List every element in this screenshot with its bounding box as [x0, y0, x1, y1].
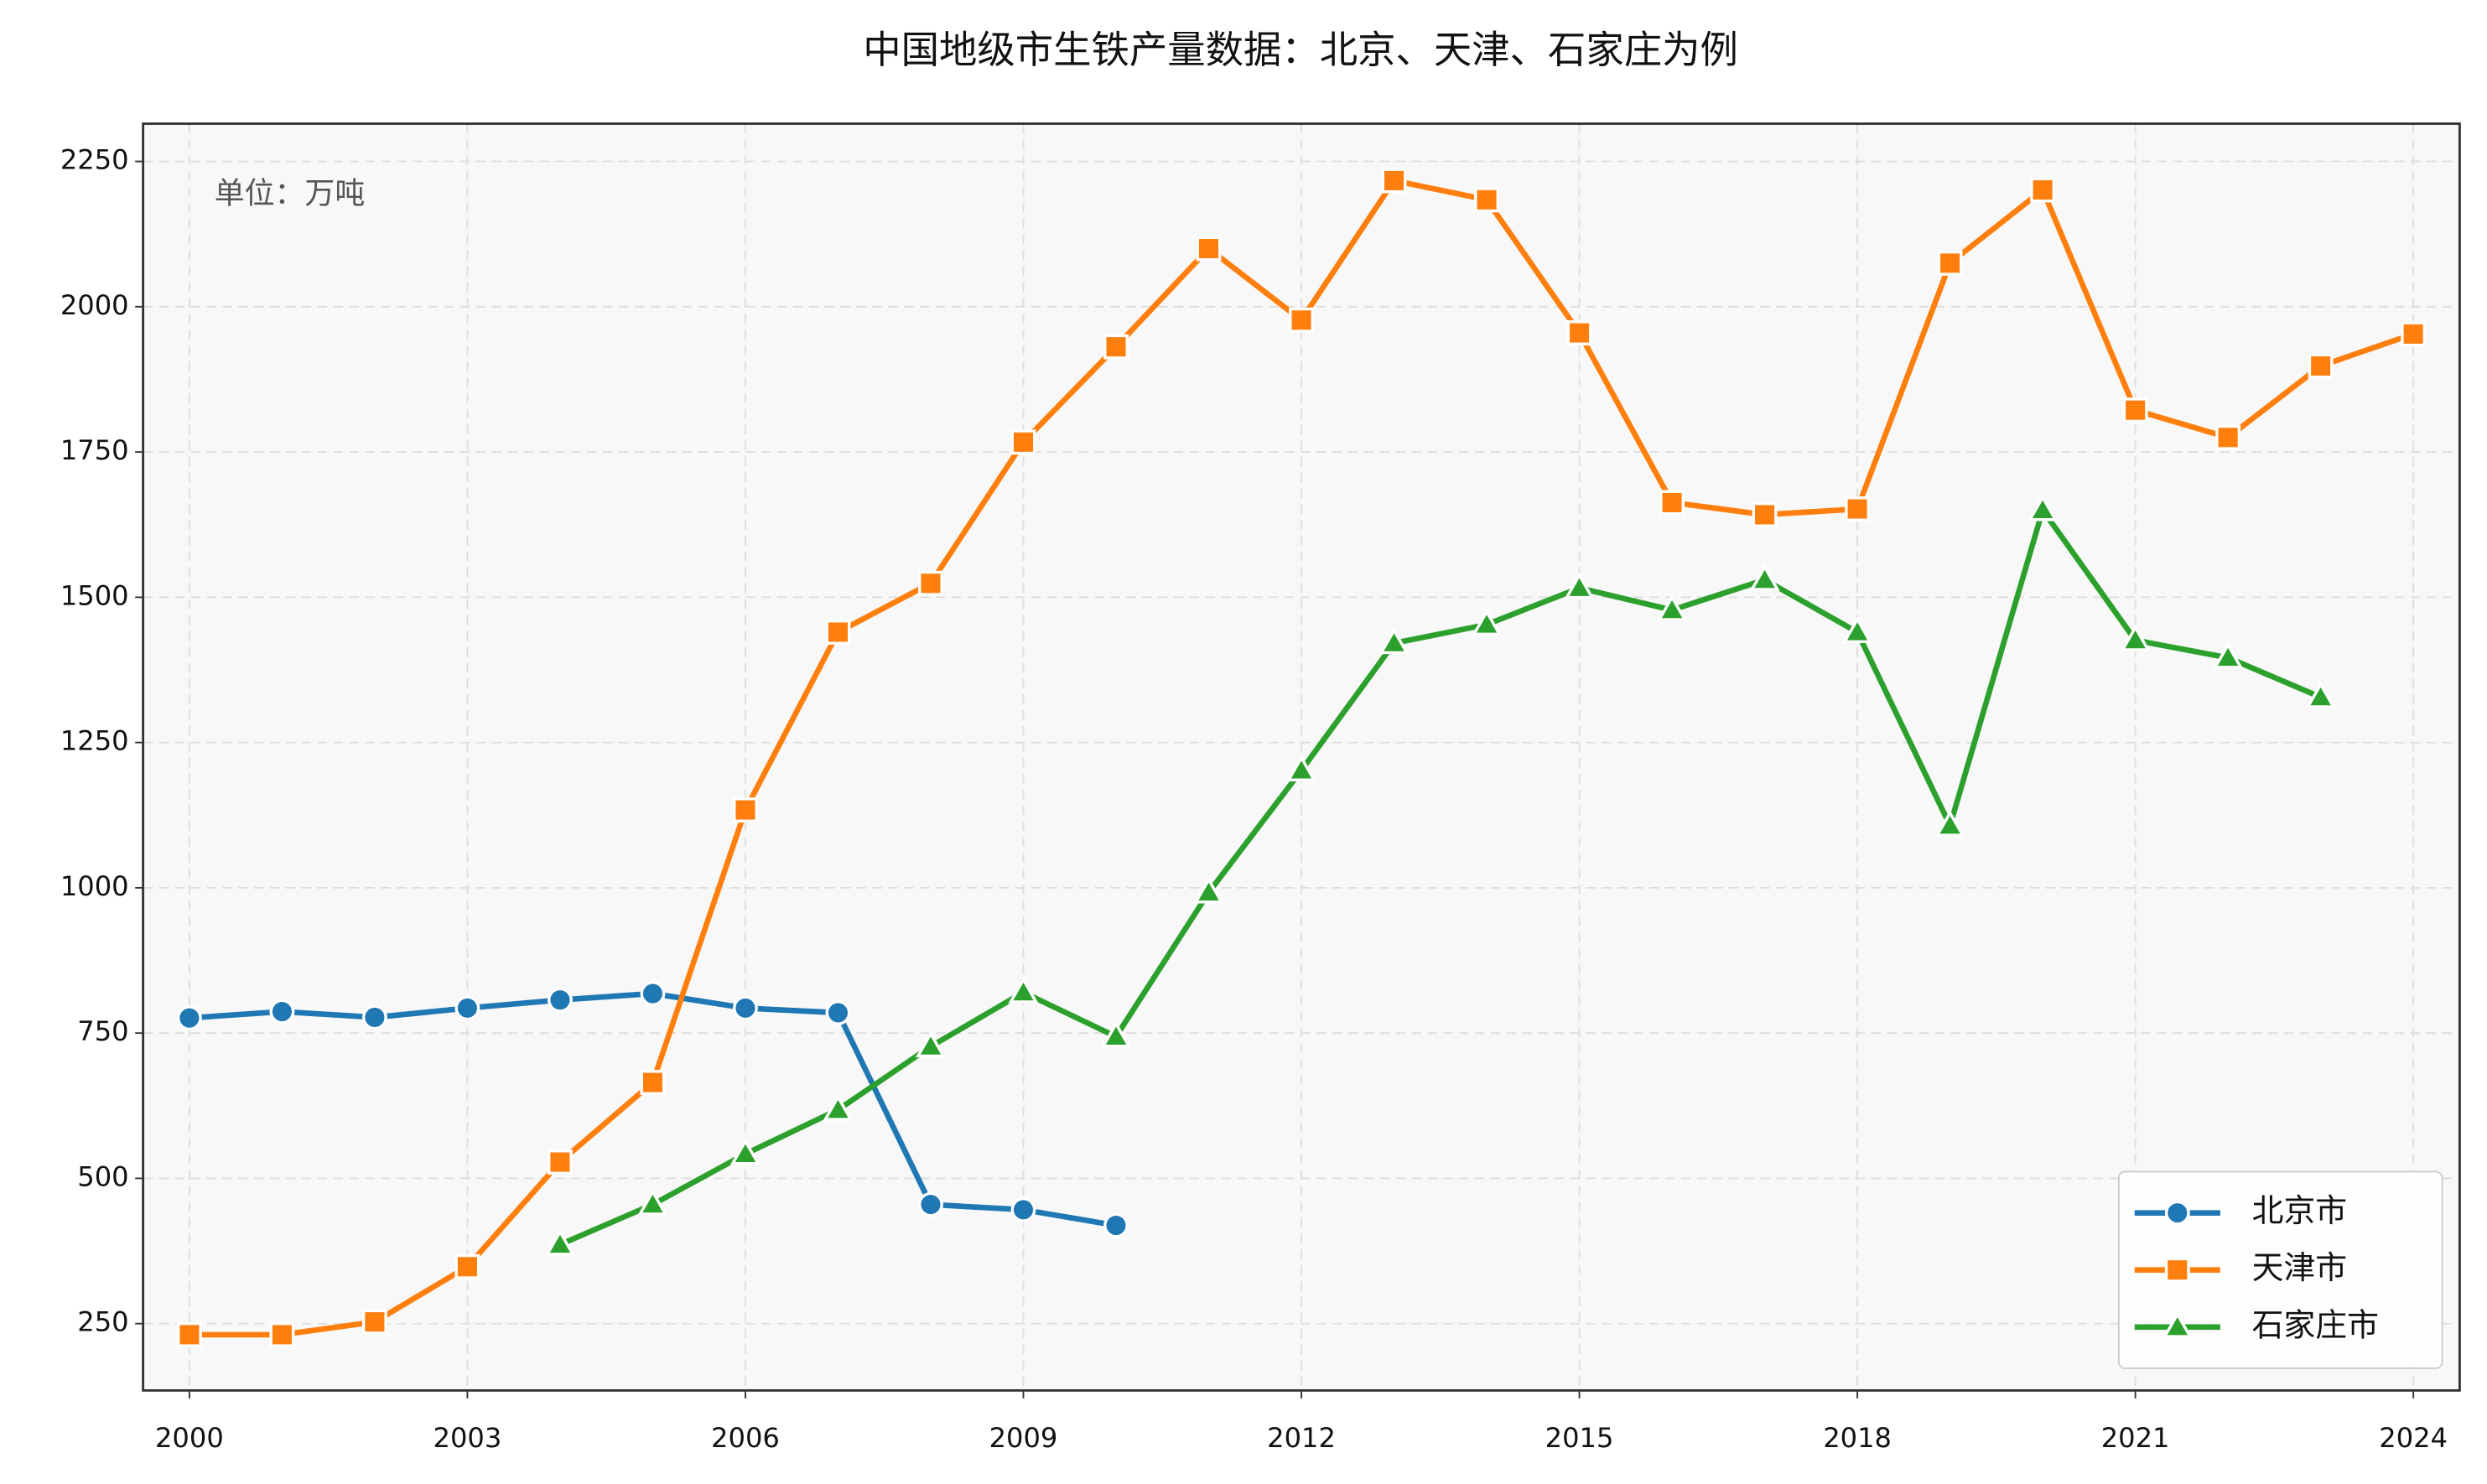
marker	[1100, 1020, 1132, 1048]
legend-label: 北京市	[2252, 1192, 2347, 1229]
marker	[1564, 572, 1595, 599]
x-tick-label: 2024	[2379, 1422, 2448, 1454]
y-tick-label: 1750	[60, 434, 129, 466]
marker	[1474, 187, 1499, 213]
marker	[1008, 977, 1039, 1004]
marker	[825, 999, 851, 1025]
marker	[544, 1228, 575, 1256]
marker	[176, 1005, 202, 1031]
marker	[1196, 236, 1222, 262]
series	[176, 168, 2427, 1347]
x-tick-label: 2006	[711, 1422, 780, 1454]
marker	[2030, 177, 2056, 203]
y-tick-label: 1000	[60, 870, 129, 902]
marker	[1010, 429, 1036, 455]
marker	[547, 987, 573, 1013]
marker	[176, 1321, 202, 1347]
x-tick-label: 2009	[989, 1422, 1058, 1454]
marker	[1381, 168, 1407, 194]
marker	[1749, 564, 1780, 591]
marker	[2213, 641, 2244, 669]
grid: 250 500 750 1000 1250 1500 1750 2000 2250 2000 200…	[60, 123, 2460, 1454]
marker	[1289, 307, 1314, 333]
marker	[269, 1321, 295, 1347]
plot-frame	[142, 122, 2461, 1392]
marker	[361, 1004, 387, 1030]
y-tick-label: 1250	[60, 725, 129, 757]
marker	[1842, 616, 1873, 643]
marker	[2401, 321, 2427, 347]
lines	[176, 168, 2427, 1347]
marker	[1566, 320, 1592, 345]
marker	[1103, 1212, 1129, 1238]
marker	[454, 995, 480, 1021]
y-tick-label: 250	[77, 1306, 128, 1338]
marker	[733, 995, 758, 1021]
annotation: 单位：万吨	[215, 177, 366, 211]
marker	[733, 797, 758, 822]
y-tick-label: 2250	[60, 144, 129, 176]
marker	[269, 999, 295, 1025]
legend-marker	[2164, 1257, 2190, 1283]
series-line	[558, 507, 2322, 1248]
marker	[1378, 627, 1410, 655]
marker	[729, 1138, 761, 1165]
marker	[2120, 625, 2151, 651]
marker	[1103, 334, 1129, 360]
marker	[915, 1030, 947, 1058]
marker	[1010, 1196, 1036, 1222]
x-tick-label: 2015	[1545, 1422, 1614, 1454]
x-tick-label: 2021	[2101, 1422, 2170, 1454]
marker	[1471, 609, 1503, 636]
marker	[918, 1191, 943, 1217]
marker	[825, 620, 851, 645]
y-tick-label: 1500	[60, 579, 129, 611]
marker	[1659, 490, 1685, 516]
marker	[1657, 594, 1688, 621]
marker	[640, 1070, 666, 1096]
marker	[2215, 424, 2241, 450]
legend-marker	[2164, 1200, 2190, 1226]
marker	[1845, 496, 1871, 521]
chart-title: 中国地级市生铁产量数据：北京、天津、石家庄为例	[863, 28, 1738, 72]
legend-marker	[2162, 1311, 2193, 1338]
x-tick-label: 2018	[1823, 1422, 1892, 1454]
y-tick-label: 500	[77, 1160, 128, 1192]
x-tick-label: 2000	[155, 1422, 224, 1454]
marker	[1193, 876, 1224, 904]
marker	[640, 981, 666, 1006]
x-tick-label: 2003	[434, 1422, 502, 1454]
marker	[2028, 494, 2059, 521]
marker	[823, 1094, 854, 1121]
y-tick-label: 750	[77, 1015, 128, 1047]
marker	[454, 1253, 480, 1279]
marker	[1752, 502, 1778, 527]
legend-label: 天津市	[2252, 1249, 2347, 1286]
marker	[918, 570, 943, 596]
legend-label: 石家庄市	[2252, 1306, 2379, 1343]
x-tick-label: 2012	[1267, 1422, 1336, 1454]
marker	[2305, 682, 2336, 708]
marker	[1285, 755, 1317, 781]
legend-box	[2117, 1170, 2443, 1369]
series	[176, 981, 1129, 1238]
marker	[2122, 397, 2148, 423]
marker	[1937, 250, 1963, 276]
marker	[637, 1189, 668, 1216]
marker	[1934, 810, 1965, 837]
marker	[361, 1309, 387, 1335]
marker	[2308, 353, 2334, 379]
y-tick-label: 2000	[60, 289, 129, 321]
series	[544, 494, 2336, 1256]
marker	[547, 1149, 573, 1175]
